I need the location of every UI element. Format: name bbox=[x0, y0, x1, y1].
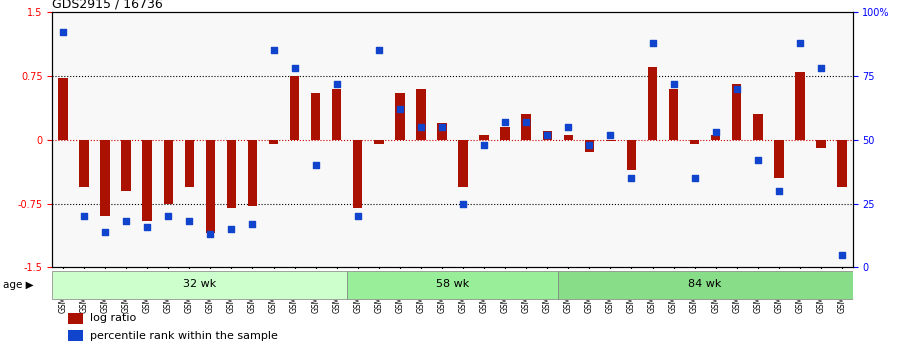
Bar bbox=[585, 140, 594, 152]
Bar bbox=[395, 93, 405, 140]
Text: GDS2915 / 16736: GDS2915 / 16736 bbox=[52, 0, 163, 11]
Bar bbox=[100, 140, 110, 216]
Bar bbox=[416, 89, 425, 140]
Bar bbox=[732, 85, 741, 140]
Bar bbox=[142, 140, 152, 220]
Point bbox=[140, 224, 155, 229]
Bar bbox=[205, 140, 215, 233]
Point bbox=[519, 119, 533, 125]
Point bbox=[434, 124, 449, 130]
Bar bbox=[564, 136, 573, 140]
Point bbox=[498, 119, 512, 125]
Point bbox=[393, 106, 407, 112]
Point bbox=[288, 66, 302, 71]
Point bbox=[372, 48, 386, 53]
Point bbox=[266, 48, 281, 53]
Point bbox=[119, 219, 133, 224]
Point bbox=[245, 221, 260, 227]
Point bbox=[203, 231, 217, 237]
Point bbox=[350, 214, 365, 219]
Point bbox=[477, 142, 491, 148]
Bar bbox=[521, 114, 531, 140]
Bar bbox=[605, 140, 615, 141]
Point bbox=[624, 175, 639, 181]
Bar bbox=[480, 136, 489, 140]
Text: 84 wk: 84 wk bbox=[689, 279, 722, 289]
Point bbox=[224, 226, 239, 232]
Bar bbox=[269, 140, 278, 144]
Bar bbox=[669, 89, 678, 140]
Bar bbox=[332, 89, 341, 140]
Bar bbox=[164, 140, 173, 204]
Point bbox=[834, 252, 849, 257]
Point bbox=[729, 86, 744, 91]
Point bbox=[98, 229, 112, 234]
Bar bbox=[52, 270, 348, 298]
Text: log ratio: log ratio bbox=[90, 314, 137, 323]
Bar bbox=[121, 140, 131, 191]
Point bbox=[561, 124, 576, 130]
Bar bbox=[500, 127, 510, 140]
Bar bbox=[58, 78, 68, 140]
Bar bbox=[557, 270, 853, 298]
Bar bbox=[248, 140, 257, 206]
Text: age ▶: age ▶ bbox=[3, 280, 33, 289]
Bar bbox=[711, 136, 720, 140]
Bar bbox=[227, 140, 236, 208]
Point bbox=[540, 132, 555, 137]
Point bbox=[414, 124, 428, 130]
Point bbox=[329, 81, 344, 86]
Point bbox=[709, 129, 723, 135]
Point bbox=[161, 214, 176, 219]
Point bbox=[645, 40, 660, 46]
Bar bbox=[627, 140, 636, 169]
Bar bbox=[837, 140, 847, 187]
Point bbox=[772, 188, 786, 194]
Bar bbox=[69, 330, 83, 341]
Bar bbox=[348, 270, 557, 298]
Point bbox=[793, 40, 807, 46]
Text: percentile rank within the sample: percentile rank within the sample bbox=[90, 331, 278, 341]
Bar bbox=[648, 67, 657, 140]
Bar bbox=[290, 76, 300, 140]
Point bbox=[56, 30, 71, 35]
Point bbox=[456, 201, 471, 206]
Point bbox=[603, 132, 617, 137]
Bar bbox=[795, 72, 805, 140]
Bar bbox=[69, 313, 83, 324]
Point bbox=[309, 162, 323, 168]
Text: 32 wk: 32 wk bbox=[183, 279, 216, 289]
Point bbox=[77, 214, 91, 219]
Bar bbox=[690, 140, 700, 144]
Point bbox=[182, 219, 196, 224]
Point bbox=[688, 175, 702, 181]
Point bbox=[666, 81, 681, 86]
Point bbox=[814, 66, 828, 71]
Bar bbox=[353, 140, 363, 208]
Bar bbox=[311, 93, 320, 140]
Bar bbox=[542, 131, 552, 140]
Text: 58 wk: 58 wk bbox=[436, 279, 469, 289]
Bar bbox=[458, 140, 468, 187]
Bar bbox=[774, 140, 784, 178]
Bar bbox=[185, 140, 194, 187]
Bar bbox=[753, 114, 763, 140]
Bar bbox=[437, 123, 447, 140]
Bar bbox=[374, 140, 384, 144]
Point bbox=[582, 142, 596, 148]
Bar bbox=[816, 140, 825, 148]
Point bbox=[750, 157, 765, 163]
Bar bbox=[80, 140, 89, 187]
